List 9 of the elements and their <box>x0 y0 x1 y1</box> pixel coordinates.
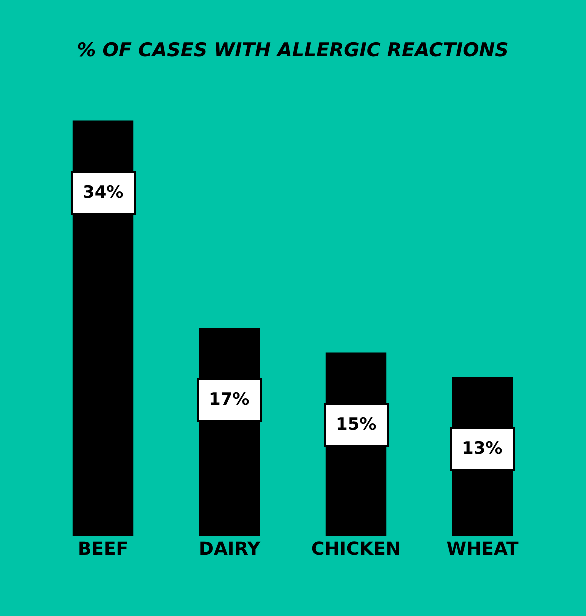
data-label: 34% <box>83 183 124 203</box>
data-label: 17% <box>209 390 250 410</box>
x-tick-label: WHEAT <box>446 539 520 560</box>
x-tick-label: BEEF <box>78 539 129 560</box>
chart-title: % OF CASES WITH ALLERGIC REACTIONS <box>77 39 509 62</box>
data-label: 15% <box>336 415 377 435</box>
x-tick-label: CHICKEN <box>312 539 401 560</box>
data-label: 13% <box>462 439 503 459</box>
x-tick-label: DAIRY <box>199 539 262 560</box>
